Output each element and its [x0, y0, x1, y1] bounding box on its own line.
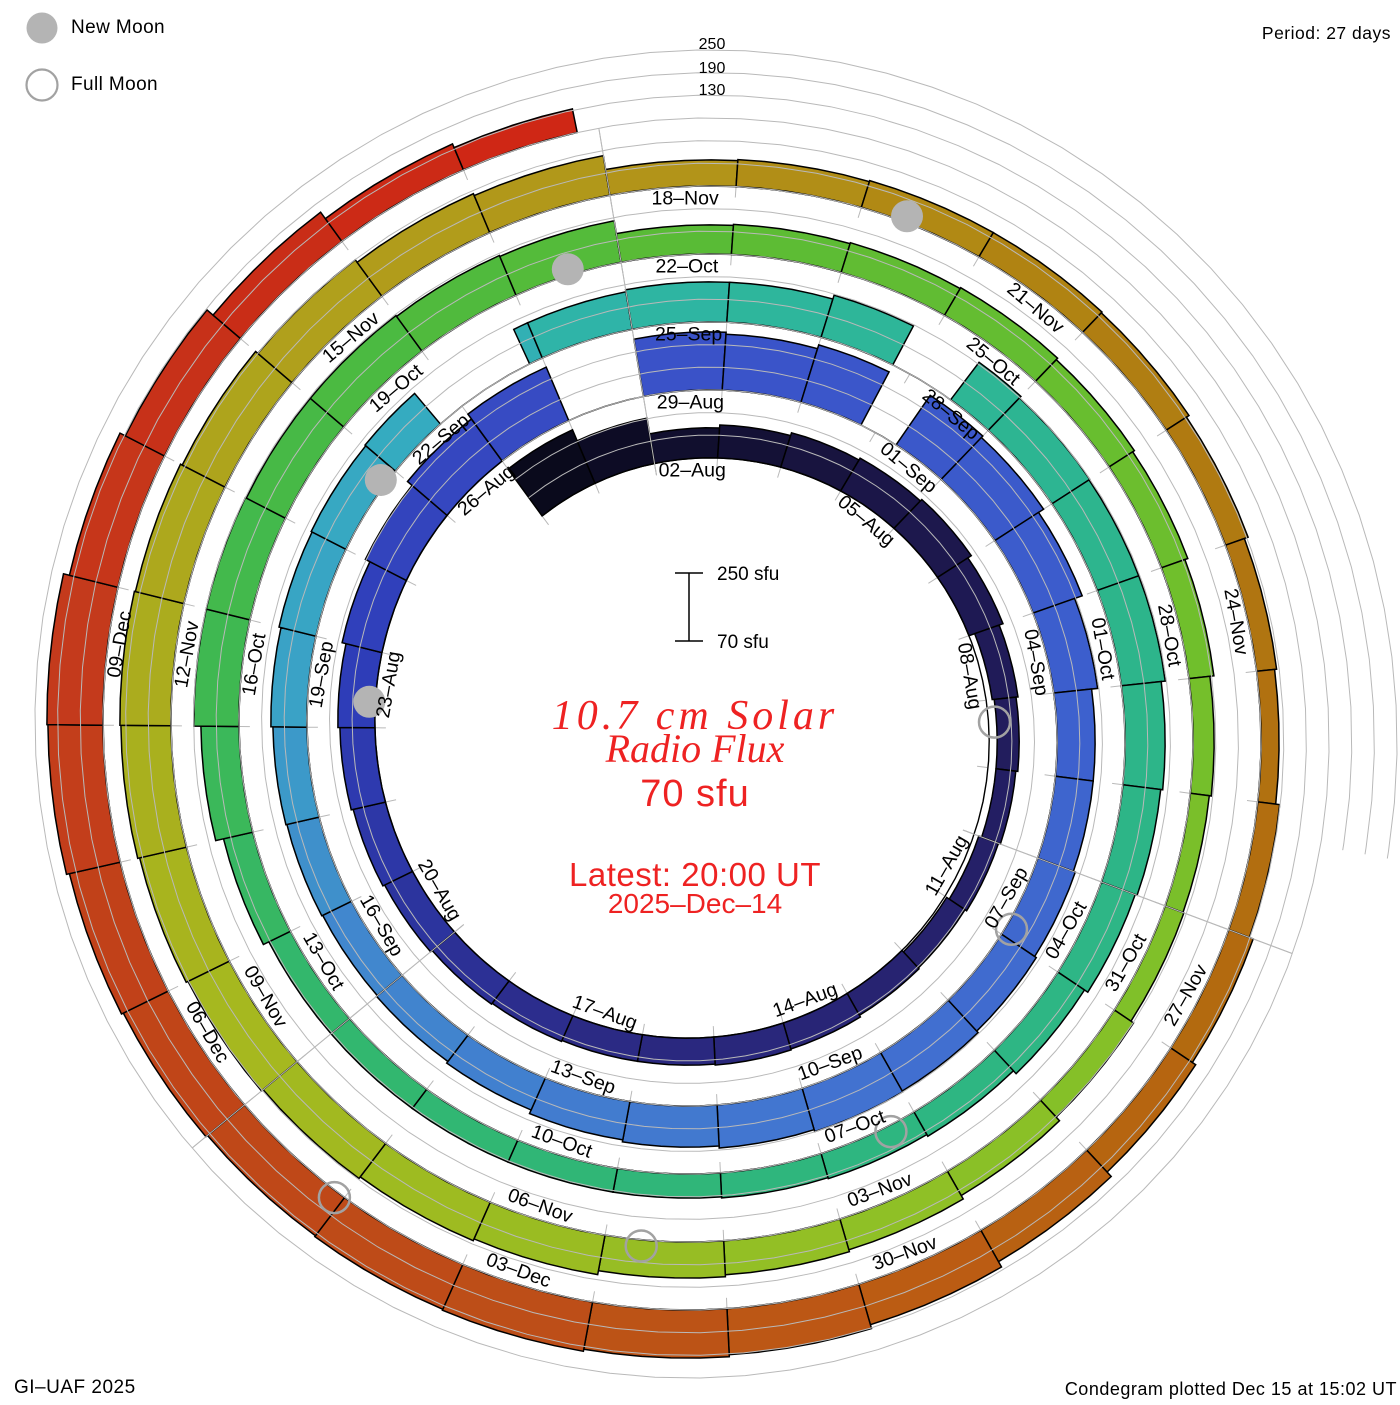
svg-text:18–Nov: 18–Nov [651, 187, 718, 209]
svg-text:25–Sep: 25–Sep [655, 323, 722, 345]
svg-text:Radio Flux: Radio Flux [605, 726, 785, 771]
svg-text:130: 130 [699, 82, 726, 99]
svg-text:02–Aug: 02–Aug [659, 459, 726, 481]
svg-text:70 sfu: 70 sfu [640, 773, 750, 815]
svg-text:2025–Dec–14: 2025–Dec–14 [608, 888, 782, 919]
svg-text:Full Moon: Full Moon [71, 74, 158, 95]
svg-text:New Moon: New Moon [71, 17, 165, 38]
svg-text:190: 190 [699, 60, 726, 77]
svg-text:Latest: 20:00 UT: Latest: 20:00 UT [569, 856, 821, 893]
svg-text:250 sfu: 250 sfu [717, 564, 779, 585]
svg-text:22–Oct: 22–Oct [655, 255, 718, 277]
svg-text:GI–UAF 2025: GI–UAF 2025 [14, 1377, 136, 1398]
svg-text:10.7 cm Solar: 10.7 cm Solar [552, 693, 839, 739]
svg-text:250: 250 [699, 36, 726, 53]
svg-text:70 sfu: 70 sfu [717, 632, 769, 653]
svg-text:Condegram plotted Dec 15 at 15: Condegram plotted Dec 15 at 15:02 UT [1065, 1379, 1397, 1399]
svg-text:29–Aug: 29–Aug [657, 391, 724, 413]
svg-text:Period: 27 days: Period: 27 days [1262, 23, 1391, 43]
